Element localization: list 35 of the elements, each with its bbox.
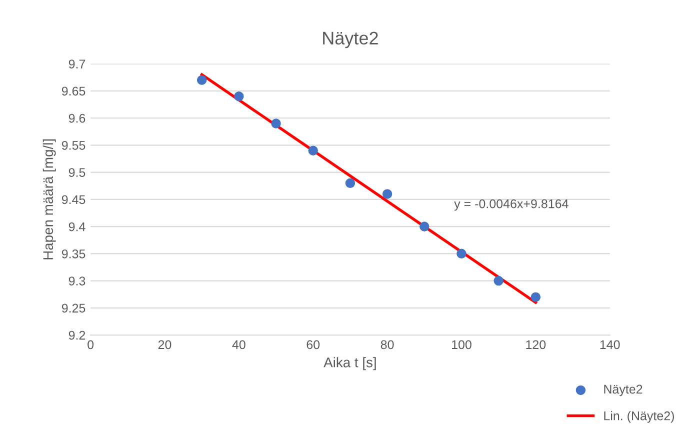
legend-label: Näyte2 <box>604 384 642 396</box>
y-tick-label: 9.3 <box>68 276 86 286</box>
x-tick-label: 120 <box>526 340 546 350</box>
point <box>420 222 430 232</box>
x-tick-label: 80 <box>380 340 394 350</box>
y-tick-label: 9.6 <box>68 114 86 123</box>
y-axis-title: Hapen määrä [mg/l] <box>42 139 56 260</box>
legend-label: Lin. (Näyte2) <box>604 411 674 423</box>
x-tick-label: 140 <box>600 340 620 350</box>
x-tick-label: 100 <box>452 340 472 350</box>
point <box>382 189 392 199</box>
chart-title: Näyte2 <box>323 32 378 48</box>
point <box>196 75 207 85</box>
y-tick-label: 9.65 <box>62 86 86 96</box>
x-tick-label: 60 <box>306 340 320 350</box>
y-tick-label: 9.35 <box>62 249 86 258</box>
x-tick-label: 0 <box>88 340 94 350</box>
annotation: y = -0.0046x+9.8164 <box>454 199 568 211</box>
x-tick-label: 40 <box>232 340 246 350</box>
point <box>308 146 318 156</box>
point <box>345 178 356 188</box>
x-tick-label: 20 <box>158 340 172 350</box>
y-tick-label: 9.2 <box>68 330 86 340</box>
point <box>271 118 281 128</box>
y-tick-label: 9.7 <box>68 60 86 68</box>
x-axis-title: Aika t [s] <box>324 357 376 370</box>
point <box>234 91 244 102</box>
point <box>530 292 541 302</box>
point <box>456 248 466 259</box>
y-tick-label: 9.5 <box>68 168 86 177</box>
y-tick-label: 9.25 <box>62 304 86 313</box>
point <box>494 276 504 286</box>
y-tick-label: 9.55 <box>62 140 86 150</box>
y-tick-label: 9.4 <box>68 222 86 232</box>
y-tick-label: 9.45 <box>62 195 86 204</box>
